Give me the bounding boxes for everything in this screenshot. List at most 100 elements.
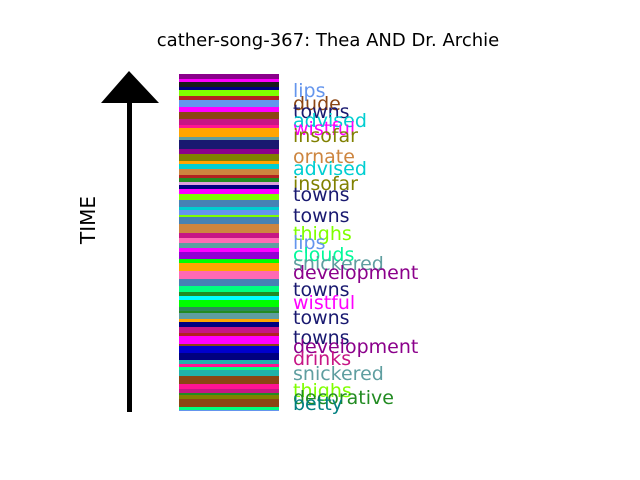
timeline-label: towns	[293, 279, 350, 301]
stripe	[179, 169, 279, 175]
stripe	[179, 224, 279, 233]
stripe	[179, 252, 279, 259]
stripe	[179, 311, 279, 313]
stripe	[179, 286, 279, 292]
timeline-label: betty	[293, 393, 343, 415]
stripe	[179, 200, 279, 207]
timeline-label: dude	[293, 93, 341, 115]
stripe	[179, 364, 279, 367]
timeline-stripes	[179, 74, 279, 411]
stripe	[179, 248, 279, 252]
stripe	[179, 393, 279, 395]
stripe	[179, 96, 279, 100]
y-axis-label: TIME	[76, 196, 100, 245]
stripe	[179, 353, 279, 360]
stripe	[179, 164, 279, 169]
stripe	[179, 119, 279, 125]
timeline-label: decorative	[293, 387, 394, 409]
stripe	[179, 185, 279, 189]
stripe	[179, 182, 279, 185]
stripe	[179, 279, 279, 286]
stripe	[179, 215, 279, 217]
stripe	[179, 207, 279, 210]
stripe	[179, 333, 279, 336]
stripe	[179, 344, 279, 346]
timeline-label: clouds	[293, 244, 354, 266]
stripe	[179, 74, 279, 79]
stripe	[179, 319, 279, 322]
stripe	[179, 313, 279, 319]
timeline-label: development	[293, 336, 418, 358]
stripe	[179, 161, 279, 164]
stripe	[179, 370, 279, 376]
timeline-label: thighs	[293, 380, 352, 402]
timeline-label: towns	[293, 307, 350, 329]
timeline-label: wistful	[293, 118, 355, 140]
stripe	[179, 389, 279, 393]
timeline-label: advised	[293, 158, 367, 180]
stripe	[179, 125, 279, 128]
stripe	[179, 292, 279, 296]
timeline-label: wistful	[293, 292, 355, 314]
stripe	[179, 128, 279, 137]
time-arrow-head	[101, 71, 159, 103]
stripe	[179, 367, 279, 370]
timeline-labels: lipsdudetownsadvisedwistfulinsofarornate…	[293, 80, 418, 415]
stripe	[179, 107, 279, 112]
timeline-label: advised	[293, 110, 367, 132]
stripe	[179, 233, 279, 238]
stripe	[179, 307, 279, 311]
stripe	[179, 175, 279, 178]
stripe	[179, 137, 279, 140]
stripe	[179, 149, 279, 154]
stripe	[179, 296, 279, 300]
timeline-label: towns	[293, 101, 350, 123]
timeline-label: insofar	[293, 125, 358, 147]
chart-title: cather-song-367: Thea AND Dr. Archie	[156, 30, 500, 51]
stripe	[179, 259, 279, 263]
timeline-label: snickered	[293, 363, 384, 385]
stripe	[179, 271, 279, 279]
stripe	[179, 399, 279, 407]
stripe	[179, 140, 279, 149]
stripe	[179, 407, 279, 410]
timeline-label: snickered	[293, 253, 384, 275]
timeline-label: ornate	[293, 146, 355, 168]
stripe	[179, 79, 279, 82]
stripe	[179, 327, 279, 333]
stripe	[179, 322, 279, 327]
timeline-label: development	[293, 262, 418, 284]
timeline-label: drinks	[293, 348, 351, 370]
timeline-label: towns	[293, 205, 350, 227]
time-arrow	[101, 71, 159, 412]
time-arrow-shaft	[127, 100, 132, 412]
timeline-label: towns	[293, 327, 350, 349]
stripe	[179, 376, 279, 384]
timeline-label: thighs	[293, 223, 352, 245]
stripe	[179, 87, 279, 90]
stripe	[179, 395, 279, 399]
stripe	[179, 384, 279, 389]
stripe	[179, 210, 279, 215]
stripe	[179, 300, 279, 307]
stripe	[179, 360, 279, 364]
timeline-label: insofar	[293, 173, 358, 195]
timeline-label: lips	[293, 80, 326, 102]
stripe	[179, 90, 279, 96]
timeline-label: towns	[293, 184, 350, 206]
stripe	[179, 263, 279, 271]
stripe	[179, 100, 279, 107]
stripe	[179, 238, 279, 243]
stripe	[179, 82, 279, 87]
stripe	[179, 410, 279, 411]
stripe	[179, 189, 279, 194]
stripe	[179, 178, 279, 182]
stripe	[179, 336, 279, 344]
stripe	[179, 112, 279, 119]
stripe	[179, 217, 279, 224]
stripe	[179, 346, 279, 353]
timeline-label: lips	[293, 232, 326, 254]
stripe	[179, 243, 279, 248]
stripe	[179, 154, 279, 161]
